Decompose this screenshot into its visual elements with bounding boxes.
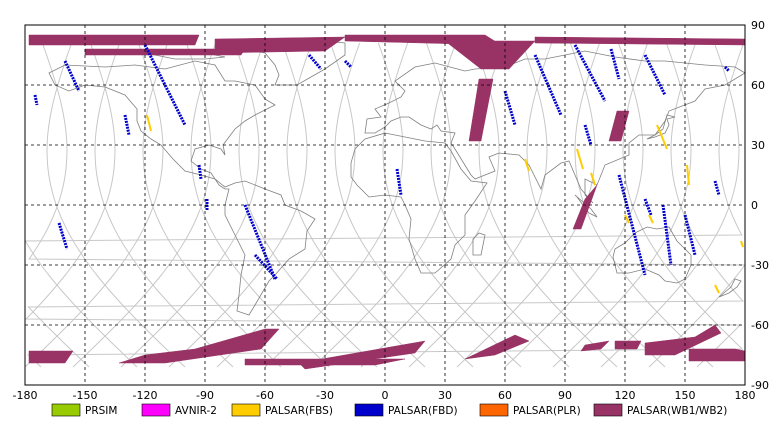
y-tick-label: -60 — [751, 319, 769, 332]
x-tick-label: 120 — [615, 389, 636, 402]
swath-palsar-wb — [468, 78, 494, 142]
x-tick-label: -30 — [316, 389, 334, 402]
legend-swatch — [231, 403, 261, 417]
swath-palsar-fbd — [617, 174, 647, 276]
swath-palsar-wb — [580, 340, 610, 352]
x-tick-label: -120 — [133, 389, 158, 402]
coastline — [718, 278, 742, 298]
coastline — [472, 232, 486, 256]
swath-palsar-fbd — [63, 60, 81, 92]
swath-palsar-wb — [444, 40, 536, 70]
swath-palsar-fbs — [686, 164, 690, 186]
map-frame — [24, 24, 746, 386]
x-tick-label: -150 — [73, 389, 98, 402]
y-tick-label: 0 — [751, 199, 758, 212]
y-tick-labels: 90 60 30 0 -30 -60 -90 — [751, 19, 769, 392]
legend-label: PALSAR(WB1/WB2) — [627, 405, 727, 417]
swath-palsar-fbd — [57, 222, 69, 250]
swath-palsar-fbd — [713, 180, 721, 196]
swath-palsar-fbd — [123, 114, 131, 136]
x-tick-label: 60 — [498, 389, 512, 402]
swath-palsar-fbd — [395, 168, 403, 196]
swath-palsar-fbs — [656, 124, 668, 150]
swath-palsar-wb — [28, 34, 200, 46]
coastline — [350, 132, 488, 274]
y-tick-label: 90 — [751, 19, 765, 32]
swath-palsar-wb — [572, 184, 598, 230]
swath-layer — [28, 34, 746, 370]
swath-palsar-fbd — [573, 44, 607, 102]
swath-palsar-fbs — [648, 214, 654, 224]
swath-palsar-fbd — [197, 164, 203, 180]
coastline — [364, 50, 746, 204]
swath-palsar-fbs — [714, 284, 720, 294]
swath-palsar-wb — [464, 334, 530, 360]
x-tick-label: -60 — [256, 389, 274, 402]
legend-swatch — [51, 403, 81, 417]
legend-swatch — [141, 403, 171, 417]
swath-palsar-fbs — [524, 158, 530, 172]
swath-palsar-wb — [644, 324, 722, 356]
x-tick-label: 0 — [382, 389, 389, 402]
x-tick-labels: -180 -150 -120 -90 -60 -30 0 30 60 90 120 150 180 — [13, 389, 756, 402]
legend-label: PRSIM — [85, 405, 117, 417]
x-tick-label: -180 — [13, 389, 38, 402]
swath-palsar-fbd — [723, 65, 731, 73]
y-tick-label: 60 — [751, 79, 765, 92]
swath-palsar-fbd — [683, 214, 697, 256]
x-tick-label: 150 — [675, 389, 696, 402]
legend: PRSIM AVNIR-2 PALSAR(FBS) PALSAR(FBD) PALSAR… — [51, 403, 727, 417]
swath-palsar-fbd — [533, 54, 563, 116]
swath-palsar-fbs — [590, 172, 596, 186]
swath-palsar-fbs — [740, 240, 744, 248]
legend-swatch — [354, 403, 384, 417]
swath-palsar-fbs — [576, 148, 584, 170]
x-tick-label: -90 — [196, 389, 214, 402]
x-tick-label: 30 — [438, 389, 452, 402]
x-tick-label: 90 — [558, 389, 572, 402]
y-tick-label: 30 — [751, 139, 765, 152]
y-tick-label: -30 — [751, 259, 769, 272]
legend-swatch — [479, 403, 509, 417]
swath-palsar-fbd — [253, 253, 279, 281]
legend-label: PALSAR(PLR) — [513, 405, 581, 417]
swath-palsar-wb — [688, 348, 746, 362]
swath-palsar-fbd — [609, 48, 621, 80]
swath-palsar-fbd — [307, 54, 323, 70]
swath-palsar-fbd — [661, 204, 673, 266]
swath-palsar-wb — [614, 340, 642, 350]
x-tick-label: 180 — [735, 389, 756, 402]
coastline — [612, 226, 692, 284]
swath-palsar-fbd — [643, 54, 667, 96]
legend-label: AVNIR-2 — [175, 405, 217, 417]
swath-palsar-fbs — [624, 214, 630, 224]
swath-palsar-fbs — [146, 114, 152, 132]
y-tick-label: -90 — [751, 379, 769, 392]
legend-label: PALSAR(FBS) — [265, 405, 333, 417]
legend-label: PALSAR(FBD) — [388, 405, 458, 417]
swath-palsar-wb — [118, 328, 280, 364]
swath-palsar-wb — [28, 350, 74, 364]
grid-layer — [25, 25, 745, 385]
swath-palsar-fbd — [243, 204, 277, 280]
coastline — [48, 60, 316, 316]
legend-swatch — [593, 403, 623, 417]
swath-palsar-fbd — [33, 94, 39, 106]
swath-palsar-wb — [214, 36, 346, 54]
swath-palsar-fbd — [343, 59, 353, 69]
swath-palsar-fbd — [583, 124, 593, 146]
